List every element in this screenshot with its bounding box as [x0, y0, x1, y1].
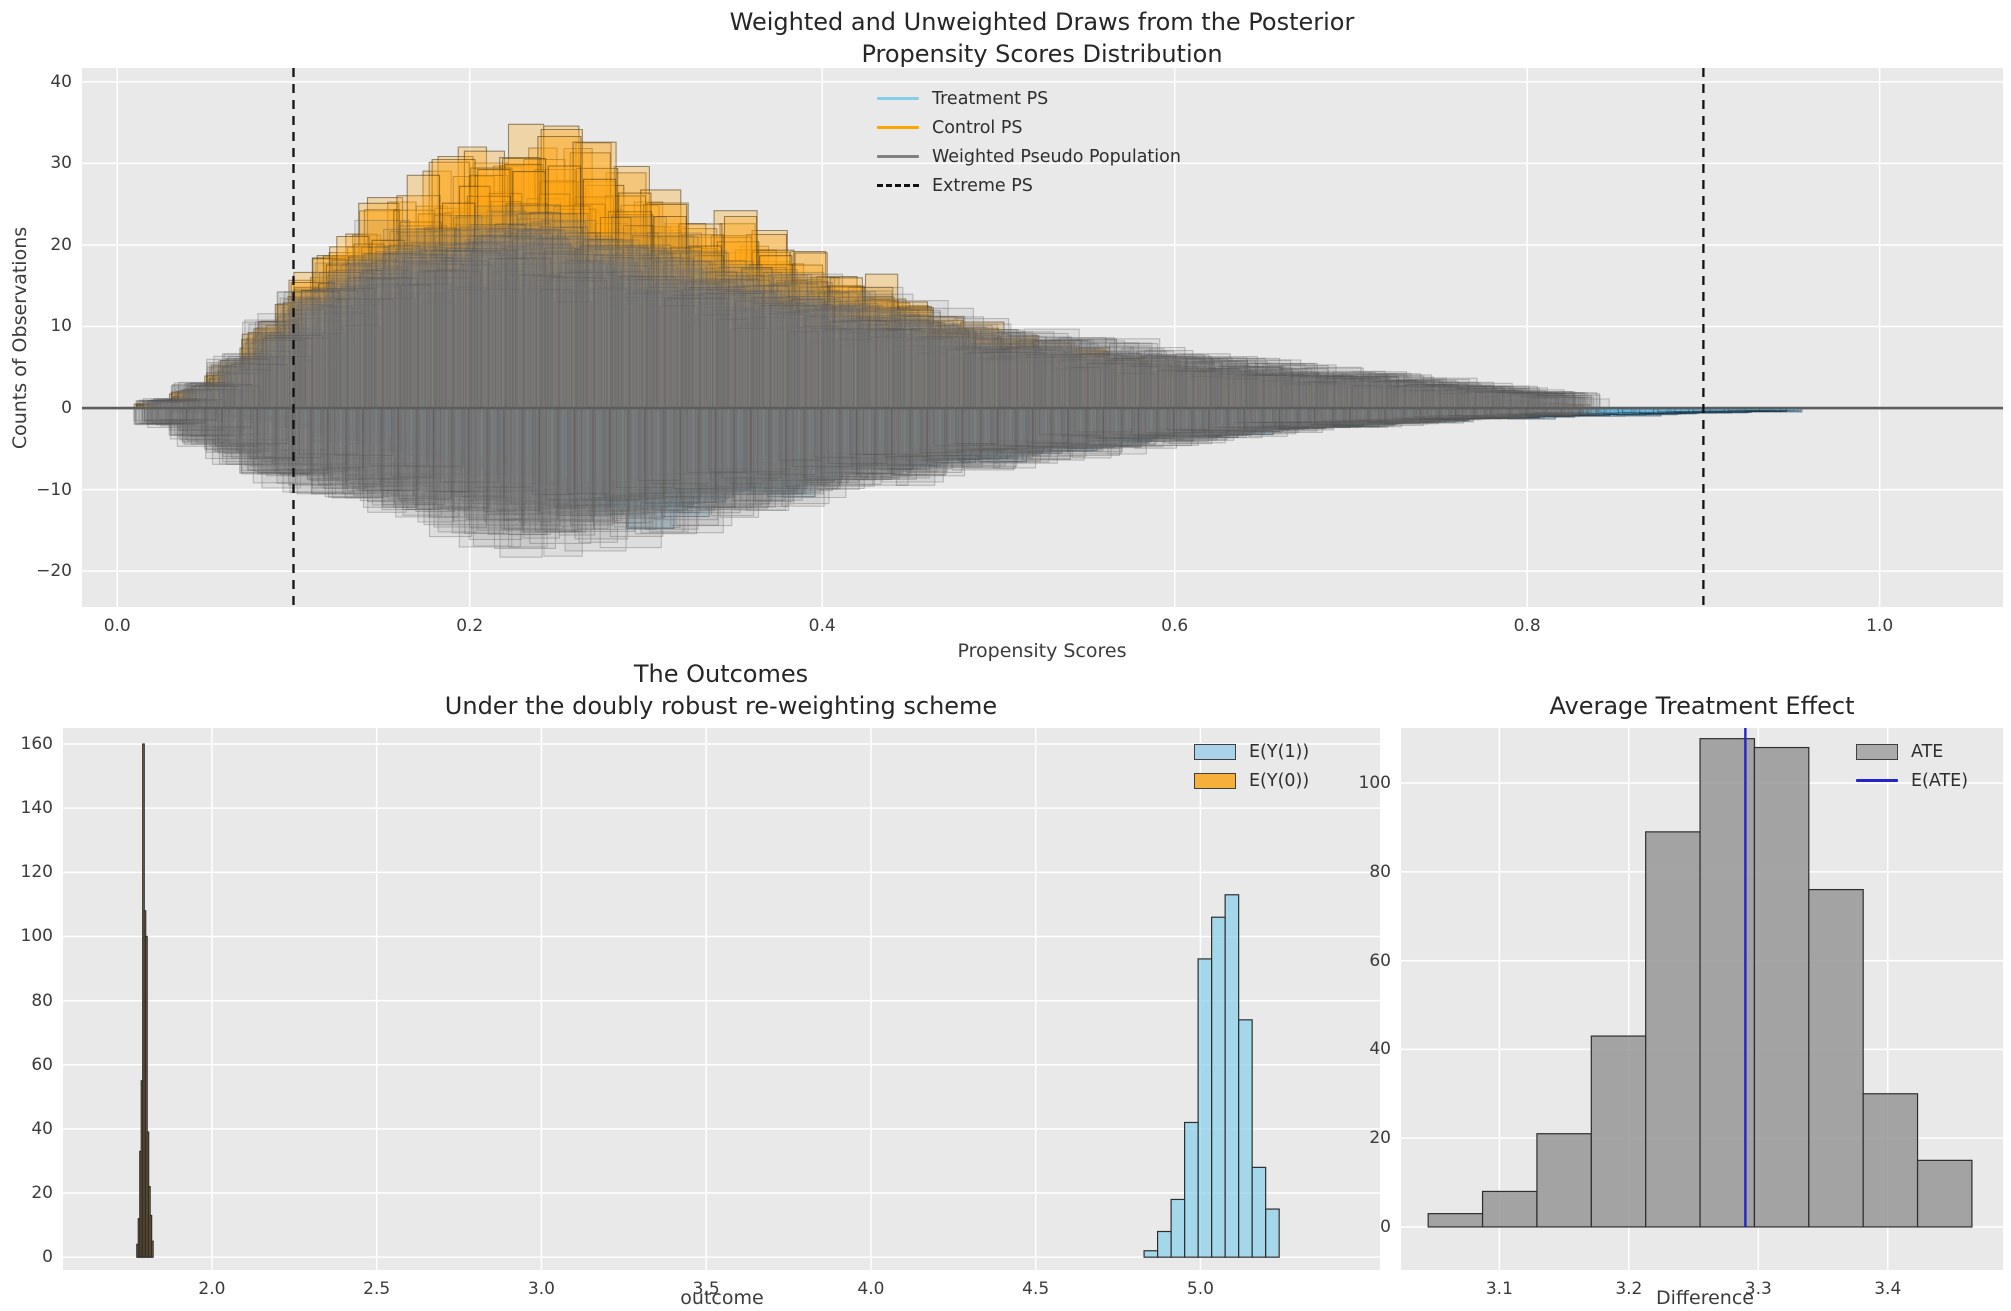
- outcomes-x-tick-label: 4.5: [1022, 1279, 1050, 1299]
- top-chart-title: Weighted and Unweighted Draws from the P…: [730, 6, 1355, 70]
- outcomes-y-tick-label: 60: [31, 1054, 53, 1075]
- legend-label: ATE: [1911, 741, 1944, 762]
- posterior-draws-y-tick-label: 20: [50, 234, 72, 255]
- legend-label: E(Y(0)): [1249, 770, 1310, 791]
- legend-item-weighted-pseudo-population: Weighted Pseudo Population: [877, 142, 1181, 171]
- outcomes-y-tick-label: 80: [31, 990, 53, 1011]
- posterior-draws-y-tick-label: 30: [50, 153, 72, 174]
- posterior-draws-x-tick-label: 0.2: [456, 616, 484, 636]
- ate-y-tick-label: 40: [1369, 1039, 1391, 1060]
- ate-y-tick-label: 60: [1369, 950, 1391, 971]
- outcomes-y-tick-label: 140: [20, 798, 53, 819]
- outcomes-y-tick-label: 160: [20, 734, 53, 755]
- posterior-draws-y-tick-label: 0: [61, 398, 72, 419]
- ate-y-tick-label: 100: [1358, 773, 1391, 794]
- ate-y-tick-label: 20: [1369, 1128, 1391, 1149]
- ate-chart-legend: ATE E(ATE): [1856, 737, 1968, 795]
- legend-label: E(ATE): [1911, 770, 1969, 791]
- outcomes-x-tick-label: 2.5: [363, 1279, 391, 1299]
- legend-label: Control PS: [932, 117, 1023, 138]
- outcomes-y-tick-label: 100: [20, 926, 53, 947]
- outcomes-plot: [63, 728, 1380, 1270]
- legend-label: Weighted Pseudo Population: [932, 146, 1181, 167]
- outcomes-x-tick-label: 5.0: [1186, 1279, 1214, 1299]
- ate-chart-xlabel: Difference: [1656, 1287, 1754, 1309]
- outcomes-y-tick-label: 0: [42, 1247, 53, 1268]
- legend-label: Treatment PS: [932, 88, 1049, 109]
- legend-line-swatch: [1856, 779, 1898, 782]
- posterior-draws-y-tick-label: 40: [50, 71, 72, 92]
- legend-line-swatch: [877, 155, 919, 158]
- ate-x-tick-label: 3.2: [1615, 1279, 1643, 1299]
- outcomes-y-tick-label: 40: [31, 1118, 53, 1139]
- outcomes-x-tick-label: 4.0: [857, 1279, 885, 1299]
- legend-label: Extreme PS: [932, 175, 1033, 196]
- legend-item-e-y-1-: E(Y(1)): [1194, 737, 1309, 766]
- posterior-draws-y-tick-label: −10: [36, 479, 72, 500]
- ate-y-tick-label: 0: [1380, 1216, 1391, 1237]
- legend-label: E(Y(1)): [1249, 741, 1310, 762]
- ate-x-tick-label: 3.4: [1874, 1279, 1902, 1299]
- legend-item-e-y-0-: E(Y(0)): [1194, 766, 1309, 795]
- ate-x-tick-label: 3.1: [1485, 1279, 1513, 1299]
- outcomes-chart-title-line1: The Outcomes: [633, 660, 809, 688]
- ate-x-tick-label: 3.3: [1744, 1279, 1772, 1299]
- outcomes-y-tick-label: 120: [20, 862, 53, 883]
- posterior-draws-y-tick-label: −20: [36, 561, 72, 582]
- legend-item-ate: ATE: [1856, 737, 1968, 766]
- legend-patch-swatch: [1194, 743, 1236, 760]
- outcomes-chart-title-line2: Under the doubly robust re-weighting sch…: [444, 692, 998, 720]
- outcomes-chart-legend: E(Y(1)) E(Y(0)): [1194, 737, 1309, 795]
- legend-item-treatment-ps: Treatment PS: [877, 84, 1181, 113]
- ate-plot: [1401, 728, 2003, 1270]
- outcomes-chart-xlabel: outcome: [680, 1287, 764, 1309]
- legend-item-e-ate-: E(ATE): [1856, 766, 1968, 795]
- outcomes-x-tick-label: 2.0: [198, 1279, 226, 1299]
- legend-dashed-line-swatch: [877, 184, 919, 187]
- top-chart-xlabel: Propensity Scores: [957, 640, 1127, 662]
- outcomes-chart-title: The Outcomes Under the doubly robust re-…: [445, 658, 997, 722]
- posterior-draws-y-tick-label: 10: [50, 316, 72, 337]
- legend-patch-swatch: [1856, 743, 1898, 760]
- legend-line-swatch: [877, 126, 919, 129]
- posterior-draws-x-tick-label: 0.6: [1161, 616, 1189, 636]
- ate-chart-title-line1: Average Treatment Effect: [1549, 692, 1855, 720]
- top-chart-title-line1: Weighted and Unweighted Draws from the P…: [729, 8, 1355, 36]
- legend-item-control-ps: Control PS: [877, 113, 1181, 142]
- posterior-draws-x-tick-label: 0.8: [1513, 616, 1541, 636]
- top-chart-ylabel: Counts of Observations: [9, 226, 31, 450]
- ate-chart-title: Average Treatment Effect: [1549, 690, 1854, 722]
- top-chart-legend: Treatment PS Control PS Weighted Pseudo Po…: [877, 84, 1181, 200]
- legend-patch-swatch: [1194, 772, 1236, 789]
- posterior-draws-x-tick-label: 0.0: [103, 616, 131, 636]
- legend-line-swatch: [877, 97, 919, 100]
- posterior-draws-x-tick-label: 1.0: [1866, 616, 1894, 636]
- ate-y-tick-label: 80: [1369, 861, 1391, 882]
- outcomes-y-tick-label: 20: [31, 1183, 53, 1204]
- posterior-draws-x-tick-label: 0.4: [808, 616, 836, 636]
- legend-item-extreme-ps: Extreme PS: [877, 171, 1181, 200]
- outcomes-x-tick-label: 3.5: [692, 1279, 720, 1299]
- propensity-scores-plot: [82, 68, 2003, 607]
- top-chart-title-line2: Propensity Scores Distribution: [861, 40, 1223, 68]
- outcomes-x-tick-label: 3.0: [527, 1279, 555, 1299]
